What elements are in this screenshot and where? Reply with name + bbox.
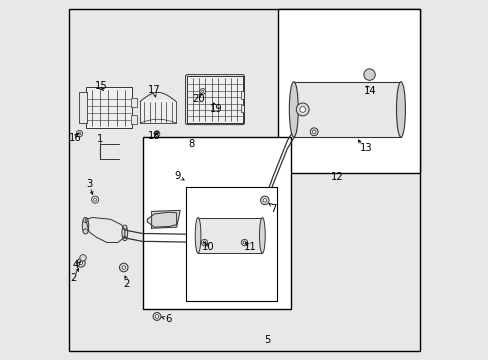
Circle shape	[122, 266, 125, 269]
Text: 13: 13	[359, 143, 371, 153]
Circle shape	[119, 263, 128, 272]
Circle shape	[153, 312, 161, 320]
Text: 5: 5	[264, 335, 270, 345]
Bar	[293, 82, 400, 137]
Circle shape	[79, 261, 82, 265]
Text: 3: 3	[86, 179, 92, 189]
Ellipse shape	[195, 217, 201, 253]
Circle shape	[299, 107, 305, 112]
Text: 11: 11	[243, 242, 256, 252]
Circle shape	[83, 229, 88, 234]
Text: 17: 17	[148, 85, 161, 95]
Bar	[187, 76, 242, 123]
Circle shape	[201, 239, 207, 246]
Bar	[131, 98, 137, 107]
Text: 1: 1	[97, 134, 103, 144]
Text: 19: 19	[210, 104, 223, 114]
Circle shape	[296, 103, 308, 116]
Circle shape	[77, 258, 85, 267]
Polygon shape	[147, 212, 176, 227]
Polygon shape	[85, 217, 124, 243]
Text: 8: 8	[188, 139, 194, 149]
Circle shape	[203, 241, 205, 244]
Circle shape	[241, 239, 247, 246]
Ellipse shape	[396, 82, 405, 137]
Circle shape	[122, 237, 127, 241]
Text: 9: 9	[175, 171, 181, 181]
Text: 12: 12	[330, 172, 343, 182]
Text: 6: 6	[165, 314, 172, 324]
Text: 14: 14	[363, 86, 376, 96]
Circle shape	[156, 132, 158, 135]
Circle shape	[80, 255, 86, 261]
Text: 7: 7	[270, 203, 276, 213]
Circle shape	[363, 69, 374, 80]
Ellipse shape	[82, 218, 88, 234]
Text: 18: 18	[148, 131, 161, 141]
Circle shape	[76, 130, 82, 137]
Circle shape	[243, 241, 245, 244]
Bar	[142, 137, 290, 309]
Circle shape	[154, 131, 160, 136]
Text: 2: 2	[70, 273, 77, 283]
Circle shape	[91, 196, 99, 203]
Circle shape	[312, 130, 315, 134]
Text: 10: 10	[202, 242, 214, 252]
Circle shape	[260, 196, 268, 204]
Circle shape	[122, 225, 127, 229]
Circle shape	[83, 217, 88, 222]
Bar	[241, 105, 244, 112]
Circle shape	[155, 315, 159, 318]
Text: 16: 16	[68, 133, 81, 143]
Bar	[278, 9, 419, 173]
Bar	[80, 93, 86, 123]
Text: 2: 2	[123, 279, 129, 289]
Circle shape	[263, 199, 266, 202]
Circle shape	[201, 90, 203, 93]
Bar	[131, 114, 137, 123]
Text: 4: 4	[73, 260, 79, 270]
Ellipse shape	[289, 82, 298, 137]
Polygon shape	[151, 210, 180, 228]
Bar	[85, 87, 132, 128]
Bar	[185, 187, 276, 301]
Circle shape	[78, 132, 81, 135]
Ellipse shape	[122, 226, 127, 240]
Circle shape	[200, 89, 205, 94]
Text: 15: 15	[94, 81, 107, 91]
Ellipse shape	[259, 217, 264, 253]
Text: 20: 20	[192, 94, 204, 104]
Bar	[241, 91, 244, 99]
Circle shape	[94, 198, 97, 201]
Circle shape	[309, 128, 317, 136]
Bar	[198, 217, 262, 253]
